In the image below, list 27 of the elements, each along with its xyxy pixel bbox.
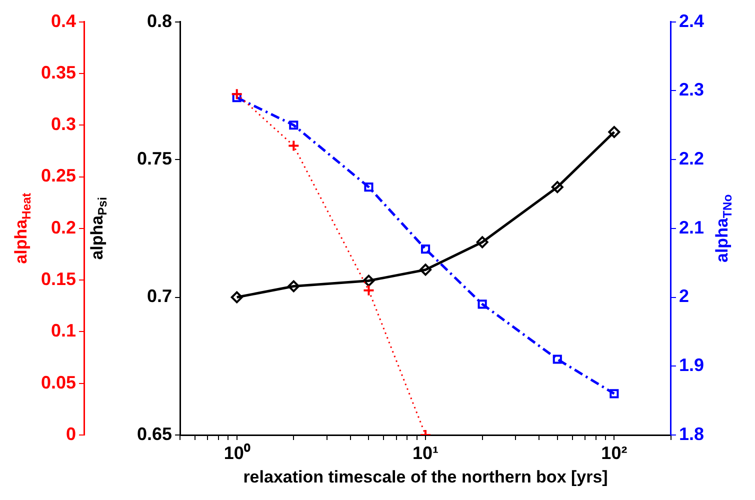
x-tick-label: 10²	[601, 442, 628, 463]
y3-axis-title: alphaHeat	[12, 192, 34, 264]
y3-tick-label: 0.4	[51, 10, 76, 31]
y2-tick-label: 2.1	[678, 217, 704, 238]
y3-tick-label: 0.1	[51, 320, 76, 341]
x-tick-label: 10⁰	[224, 442, 251, 463]
y2-tick-label: 1.9	[678, 355, 704, 376]
y3-tick-label: 0.35	[40, 62, 76, 82]
y2-tick-label: 1.8	[678, 424, 704, 444]
y3-tick-label: 0.3	[51, 114, 76, 134]
y-tick-label: 0.7	[147, 286, 172, 306]
y2-tick-label: 2	[678, 286, 689, 306]
y3-tick-label: 0.05	[40, 372, 76, 392]
y2-tick-label: 2.3	[678, 80, 704, 100]
y-axis-title: alphaPsi	[88, 197, 110, 260]
y-tick-label: 0.75	[137, 148, 172, 168]
y3-tick-label: 0	[66, 424, 76, 444]
y-tick-label: 0.8	[147, 10, 172, 31]
x-tick-label: 10¹	[412, 442, 439, 463]
y2-axis-title: alphaTNo	[712, 194, 734, 262]
y3-tick-label: 0.2	[51, 217, 76, 238]
y3-tick-label: 0.25	[40, 166, 76, 186]
x-axis-title: relaxation timescale of the northern box [yrs]	[243, 467, 608, 486]
y-tick-label: 0.65	[137, 424, 172, 444]
y2-tick-label: 2.4	[678, 10, 704, 31]
y2-tick-label: 2.2	[678, 148, 704, 168]
y3-tick-label: 0.15	[40, 269, 76, 290]
